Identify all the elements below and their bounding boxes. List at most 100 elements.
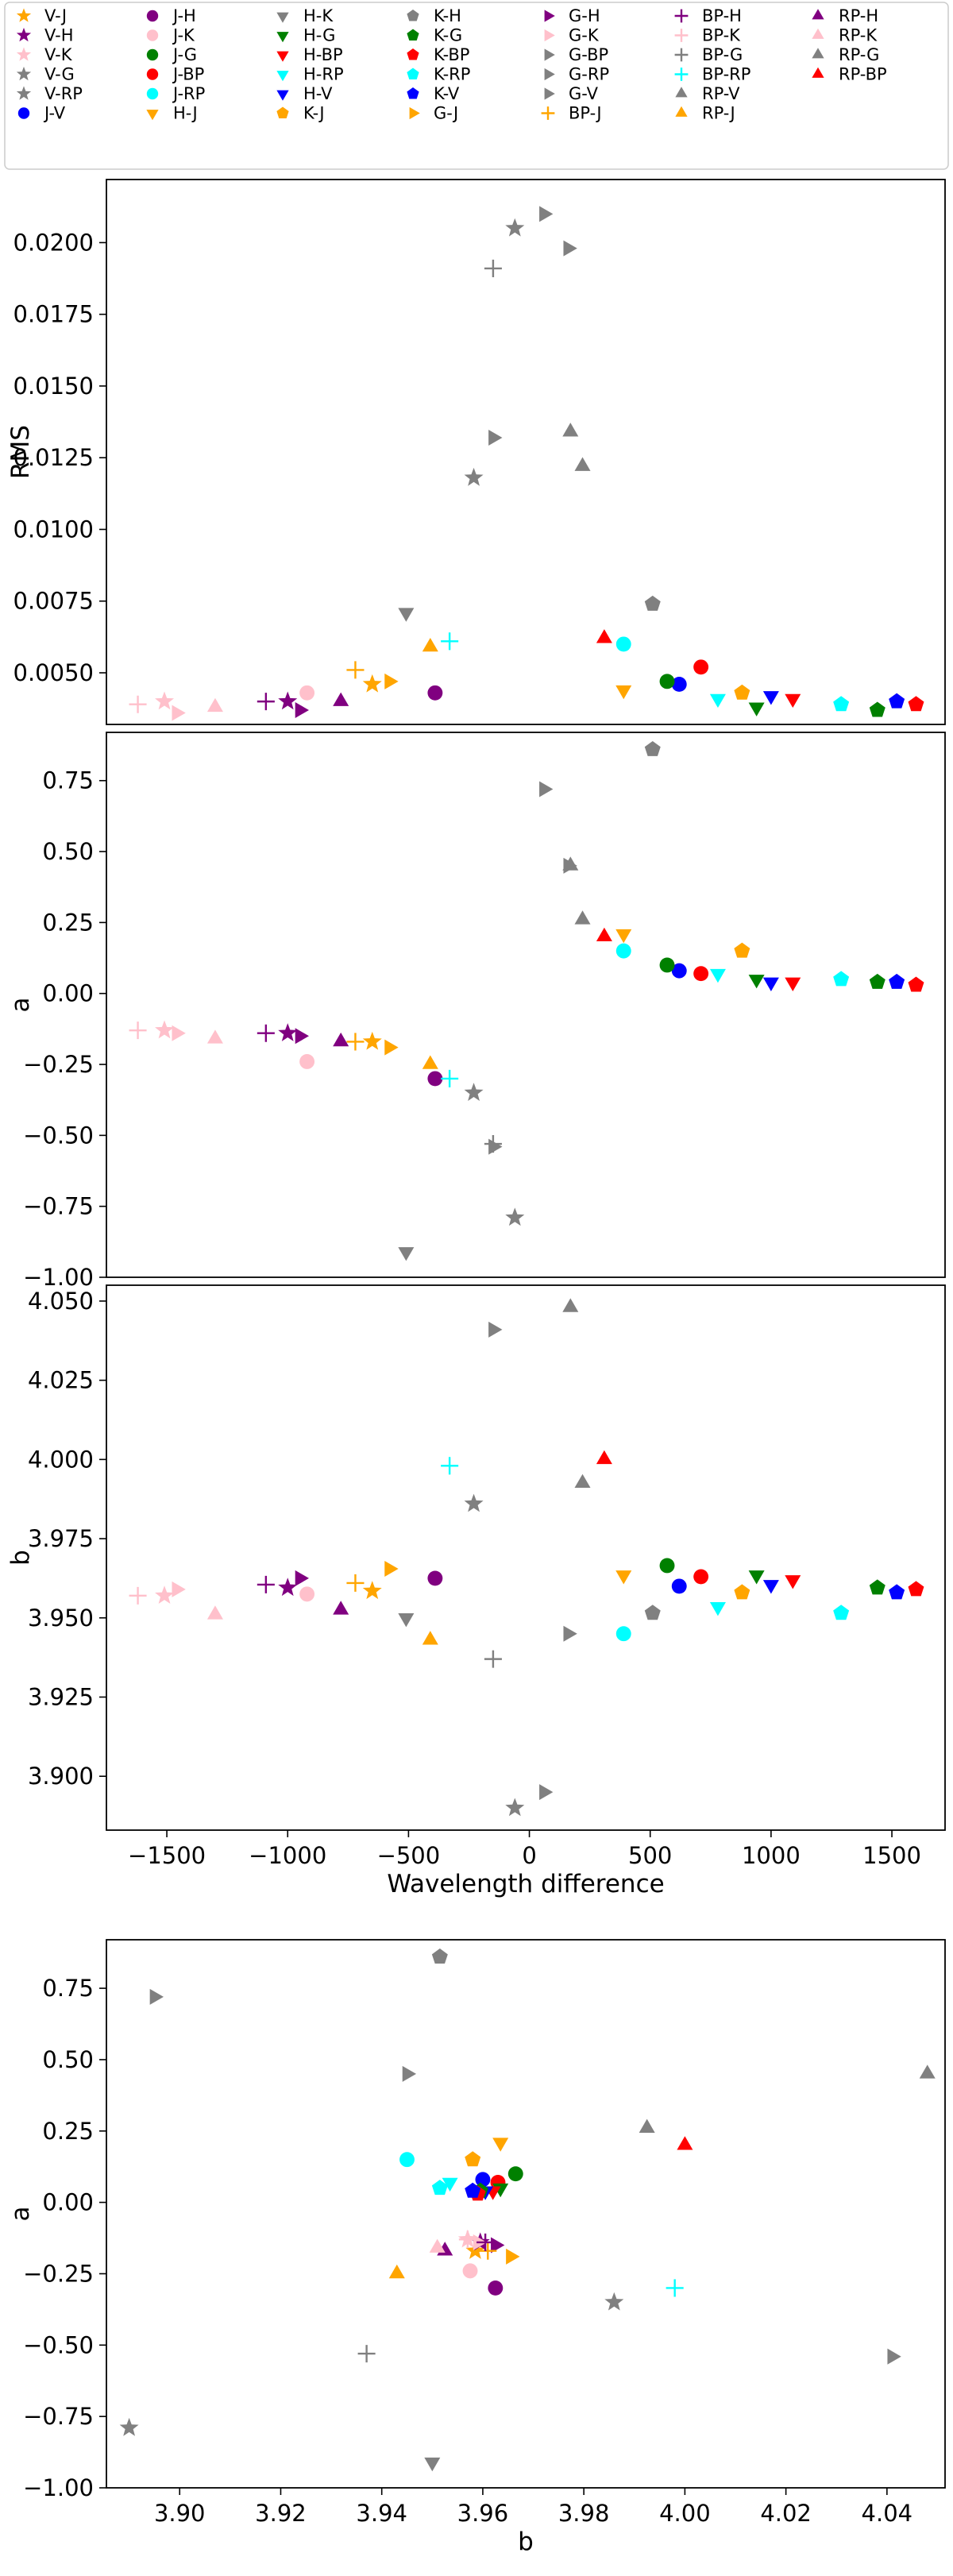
- y-tick-label: −0.50: [23, 2331, 94, 2358]
- legend-label-k-g: K-G: [434, 26, 462, 45]
- point-h-bp: [785, 1575, 801, 1589]
- point-j-k: [299, 1586, 315, 1602]
- point-v-k: [155, 691, 175, 710]
- point-rp-g: [562, 1298, 579, 1312]
- point-k-h: [644, 595, 661, 611]
- legend-marker-v-h: [16, 27, 32, 42]
- point-h-j: [615, 685, 632, 700]
- point-j-k: [299, 685, 315, 701]
- point-h-j: [615, 929, 632, 944]
- point-rp-bp: [596, 1450, 612, 1465]
- point-v-g: [464, 467, 484, 486]
- point-rp-k: [429, 2238, 446, 2253]
- legend-marker-k-g: [407, 29, 419, 41]
- point-bp-rp: [441, 1457, 459, 1475]
- legend-label-k-j: K-J: [303, 104, 325, 123]
- legend-label-bp-rp: BP-RP: [702, 65, 750, 84]
- legend-label-g-bp: G-BP: [569, 45, 608, 64]
- legend-marker-bp-g: [674, 48, 689, 62]
- point-j-rp: [399, 2152, 415, 2168]
- x-tick-label: 1000: [742, 1842, 801, 1869]
- y-tick-label: 3.925: [28, 1683, 94, 1710]
- legend-marker-v-g: [16, 66, 32, 81]
- legend-label-g-j: G-J: [434, 104, 458, 123]
- x-axis-label: b: [518, 2528, 534, 2556]
- x-tick-label: 3.92: [255, 2500, 307, 2527]
- point-rp-j: [422, 1055, 438, 1069]
- x-tick-label: −500: [377, 1842, 441, 1869]
- panel-1-points: [129, 206, 924, 721]
- point-k-bp: [908, 696, 924, 712]
- legend-label-g-h: G-H: [569, 6, 600, 25]
- point-g-k: [172, 1581, 186, 1597]
- point-v-rp: [505, 1207, 525, 1226]
- legend-marker-h-rp: [276, 71, 289, 82]
- point-j-g: [659, 1558, 675, 1574]
- point-g-v: [539, 1784, 554, 1801]
- y-tick-label: 0.0100: [14, 516, 94, 543]
- y-tick-label: 3.900: [28, 1763, 94, 1790]
- point-rp-bp: [596, 927, 612, 942]
- point-k-j: [465, 2151, 481, 2167]
- point-k-j: [734, 1584, 750, 1600]
- point-h-k: [398, 1247, 415, 1261]
- point-bp-g: [484, 259, 502, 277]
- point-h-g: [748, 975, 765, 989]
- legend-label-h-rp: H-RP: [303, 65, 344, 84]
- y-tick-label: 0.25: [42, 2118, 94, 2145]
- x-tick-label: 0: [522, 1842, 536, 1869]
- legend-label-j-g: J-G: [172, 45, 197, 64]
- point-rp-h: [333, 1601, 349, 1615]
- point-g-bp: [563, 1625, 577, 1642]
- point-rp-j: [422, 1631, 438, 1645]
- point-bp-j: [346, 661, 365, 679]
- point-h-rp: [442, 2177, 458, 2192]
- y-axis-label: a: [6, 2207, 35, 2222]
- y-tick-label: 4.025: [28, 1367, 94, 1394]
- point-rp-g: [562, 423, 579, 437]
- point-h-k: [424, 2457, 441, 2472]
- panel-3-frame: [106, 1284, 946, 1831]
- legend-marker-j-g: [146, 48, 159, 61]
- panel-2-points: [129, 740, 924, 1261]
- legend-marker-bp-rp: [674, 68, 689, 81]
- point-g-h: [295, 1570, 310, 1586]
- x-tick-label: 4.00: [659, 2500, 711, 2527]
- legend-label-h-v: H-V: [303, 84, 333, 103]
- y-tick-label: 0.0200: [14, 229, 94, 256]
- point-k-h: [644, 740, 661, 756]
- x-tick-label: 3.96: [457, 2500, 509, 2527]
- legend-label-g-v: G-V: [569, 84, 599, 103]
- x-tick-label: 3.90: [154, 2500, 206, 2527]
- point-bp-j: [346, 1033, 365, 1051]
- y-tick-label: 0.00: [42, 980, 94, 1007]
- point-j-v: [475, 2172, 491, 2188]
- point-v-h: [278, 1578, 298, 1597]
- point-rp-v: [574, 457, 591, 471]
- y-axis-label: a: [6, 998, 35, 1013]
- y-tick-label: 0.0075: [14, 588, 94, 615]
- point-k-j: [734, 942, 750, 958]
- legend-label-rp-bp: RP-BP: [839, 65, 887, 84]
- point-k-h: [431, 1948, 448, 1964]
- point-g-h: [295, 701, 310, 718]
- point-j-rp: [615, 636, 631, 652]
- legend-label-h-k: H-K: [303, 6, 334, 25]
- legend-marker-bp-h: [674, 9, 689, 23]
- point-k-rp: [431, 2180, 448, 2196]
- point-v-h: [278, 1023, 298, 1041]
- legend-marker-rp-g: [812, 48, 824, 59]
- point-v-k: [155, 1020, 175, 1039]
- y-tick-label: 0.0125: [14, 444, 94, 471]
- y-tick-label: 3.950: [28, 1605, 94, 1632]
- legend-marker-j-bp: [146, 68, 159, 80]
- point-h-j: [492, 2138, 509, 2152]
- point-j-v: [671, 963, 687, 979]
- legend-marker-j-rp: [146, 87, 159, 100]
- point-v-rp: [505, 218, 525, 237]
- legend-marker-h-v: [276, 90, 289, 101]
- point-j-k: [299, 1054, 315, 1069]
- legend-marker-v-k: [16, 47, 32, 61]
- point-h-j: [615, 1570, 632, 1585]
